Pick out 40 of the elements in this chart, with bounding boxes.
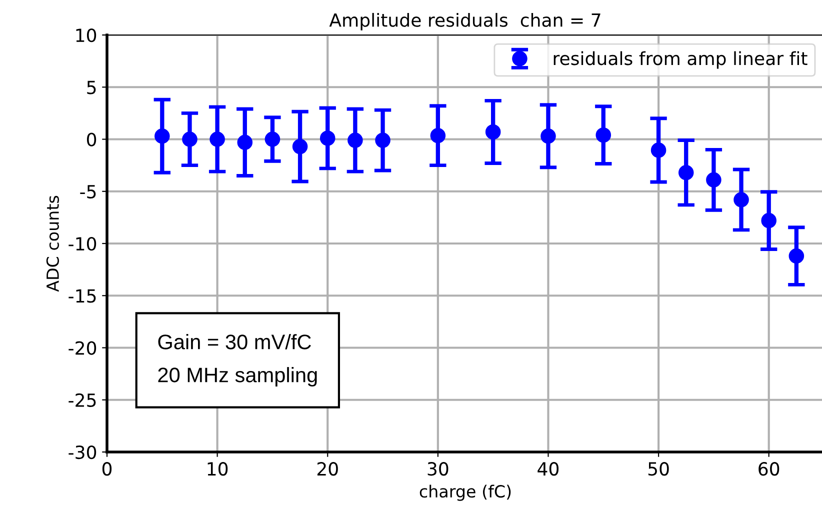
x-tick-label: 40 xyxy=(538,462,559,476)
point xyxy=(706,172,722,188)
point xyxy=(375,132,390,148)
point xyxy=(348,132,363,148)
x-tick-label: 30 xyxy=(428,462,448,476)
y-tick-label: -5 xyxy=(80,185,96,198)
x-tick-label: 60 xyxy=(758,462,780,476)
point xyxy=(320,130,336,146)
point xyxy=(761,212,776,228)
point xyxy=(237,134,253,150)
point xyxy=(788,248,804,264)
point xyxy=(264,132,280,147)
point xyxy=(154,128,170,144)
point xyxy=(734,192,749,208)
legend-label: residuals from amp linear fit xyxy=(554,51,808,69)
x-tick-label: 20 xyxy=(317,462,338,476)
y-tick-label: -15 xyxy=(68,289,96,303)
point xyxy=(650,142,666,158)
x-tick-label: 50 xyxy=(648,462,669,476)
point xyxy=(596,127,612,143)
y-tick-label: -10 xyxy=(68,236,96,251)
point xyxy=(540,128,556,144)
y-tick-label: -30 xyxy=(68,445,96,460)
annotation: Gain = 30 mV/fC 20 MHz sampling xyxy=(158,334,317,386)
y-tick-label: -20 xyxy=(68,341,96,355)
chart-title: Amplitude residuals chan = 7 xyxy=(329,12,600,30)
point xyxy=(485,124,501,140)
y-tick-label: 0 xyxy=(86,132,96,146)
y-tick-label: -25 xyxy=(68,393,96,407)
point xyxy=(430,128,446,144)
y-tick-label: 5 xyxy=(87,80,96,94)
y-axis-title: ADC counts xyxy=(46,196,60,292)
point xyxy=(678,164,694,180)
y-tick-label: 10 xyxy=(76,28,96,42)
point xyxy=(210,132,225,147)
point xyxy=(182,132,198,147)
x-tick-label: 0 xyxy=(102,462,112,476)
point xyxy=(292,138,308,154)
x-tick-label: 10 xyxy=(208,462,228,476)
x-axis-title: charge (fC) xyxy=(420,484,511,501)
